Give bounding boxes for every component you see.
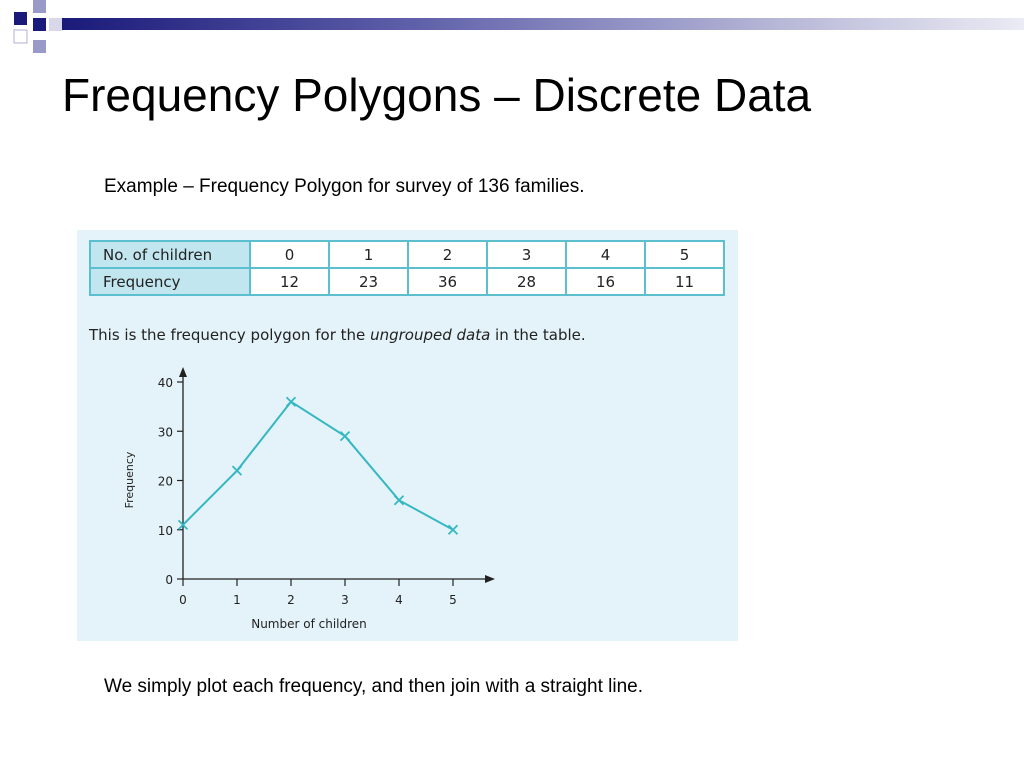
table-cell: 12 bbox=[249, 267, 330, 296]
x-tick-label: 1 bbox=[233, 593, 241, 607]
table-cell: 36 bbox=[407, 267, 488, 296]
corner-decoration bbox=[13, 0, 62, 53]
x-axis-arrow bbox=[485, 575, 495, 583]
table-cell: 1 bbox=[328, 240, 409, 269]
table-row-children: No. of children 0 1 2 3 4 5 bbox=[89, 240, 725, 269]
data-point-marker bbox=[231, 465, 243, 476]
slide-title: Frequency Polygons – Discrete Data bbox=[62, 69, 812, 121]
x-axis-label: Number of children bbox=[251, 617, 367, 631]
table-cell: 3 bbox=[486, 240, 567, 269]
table-cell: 11 bbox=[644, 267, 725, 296]
figure-caption: This is the frequency polygon for the un… bbox=[89, 326, 586, 344]
frequency-polygon-chart: 0 10 20 30 40 0 1 2 3 4 5 Number of children Frequen… bbox=[123, 367, 495, 631]
y-tick-label: 0 bbox=[165, 573, 173, 587]
table-cell: 5 bbox=[644, 240, 725, 269]
y-tick-label: 10 bbox=[158, 524, 173, 538]
data-point-marker bbox=[285, 396, 297, 407]
table-row-header: No. of children bbox=[89, 240, 251, 269]
outro-text: We simply plot each frequency, and then … bbox=[104, 676, 643, 697]
table-cell: 2 bbox=[407, 240, 488, 269]
x-tick-label: 3 bbox=[341, 593, 349, 607]
table-cell: 4 bbox=[565, 240, 646, 269]
y-tick-label: 30 bbox=[158, 425, 173, 439]
table-cell: 0 bbox=[249, 240, 330, 269]
table-cell: 28 bbox=[486, 267, 567, 296]
x-tick-label: 2 bbox=[287, 593, 295, 607]
caption-emphasis: ungrouped data bbox=[370, 326, 491, 344]
data-point-marker bbox=[393, 495, 405, 506]
title-accent-bar bbox=[62, 18, 1024, 30]
y-tick-label: 20 bbox=[158, 475, 173, 489]
x-tick-label: 0 bbox=[179, 593, 187, 607]
data-point-marker bbox=[177, 519, 189, 530]
caption-text-end: in the table. bbox=[490, 326, 586, 344]
frequency-table: No. of children 0 1 2 3 4 5 Frequency 12… bbox=[89, 240, 725, 296]
data-point-marker bbox=[447, 524, 459, 535]
table-cell: 16 bbox=[565, 267, 646, 296]
table-row-frequency: Frequency 12 23 36 28 16 11 bbox=[89, 267, 725, 296]
y-axis-arrow bbox=[179, 367, 187, 377]
x-tick-label: 5 bbox=[449, 593, 457, 607]
table-row-header: Frequency bbox=[89, 267, 251, 296]
frequency-polygon-line bbox=[182, 400, 454, 531]
y-axis-label: Frequency bbox=[123, 451, 136, 508]
table-cell: 23 bbox=[328, 267, 409, 296]
intro-text: Example – Frequency Polygon for survey o… bbox=[104, 176, 585, 197]
x-tick-label: 4 bbox=[395, 593, 403, 607]
figure-panel: No. of children 0 1 2 3 4 5 Frequency 12… bbox=[77, 230, 738, 641]
data-point-marker bbox=[339, 431, 351, 442]
y-tick-label: 40 bbox=[158, 376, 173, 390]
caption-text: This is the frequency polygon for the bbox=[89, 326, 371, 344]
